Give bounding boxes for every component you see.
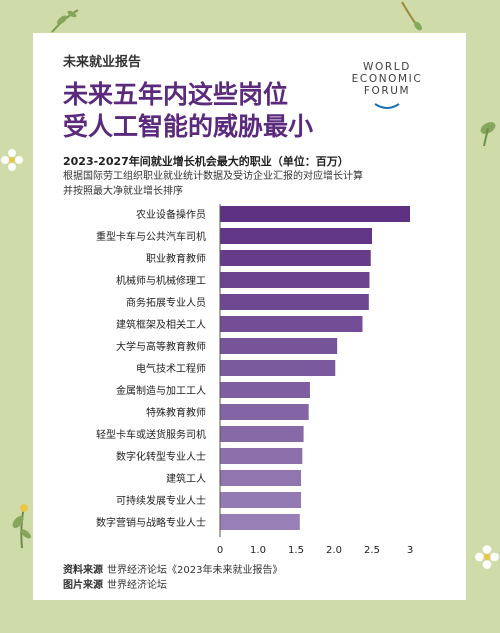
x-tick-label: 2.0 [326, 545, 342, 556]
bar [220, 338, 338, 354]
bar [220, 404, 309, 420]
chart-subtitle: 根据国际劳工组织职业就业统计数据及受访企业汇报的对应增长计算 并按照最大净就业增… [63, 169, 453, 199]
x-tick-label: 2.5 [364, 545, 380, 556]
bar [220, 514, 300, 530]
category-label: 数字化转型专业人士 [116, 450, 206, 463]
logo-arc-icon [374, 103, 400, 109]
leaf-sprig-icon [12, 504, 31, 549]
chart-subtitle-line-2: 并按照最大净就业增长排序 [63, 186, 183, 197]
category-label: 职业教育教师 [146, 252, 206, 265]
bar [220, 382, 310, 398]
category-label: 可持续发展专业人士 [116, 494, 206, 507]
category-label: 农业设备操作员 [136, 208, 206, 221]
image-source-text: 世界经济论坛 [107, 580, 167, 591]
series-name: 未来就业报告 [63, 55, 142, 70]
leaf-sprig-icon [480, 122, 496, 147]
category-label: 大学与高等教育教师 [116, 340, 206, 353]
category-label: 轻型卡车或送货服务司机 [96, 428, 206, 441]
bar [220, 206, 410, 222]
x-tick-label: 3 [407, 545, 413, 556]
category-label: 机械师与机械修理工 [116, 274, 206, 287]
category-label: 数字营销与战略专业人士 [96, 516, 206, 529]
chart-title: 2023-2027年间就业增长机会最大的职业（单位：百万） [63, 155, 349, 168]
image-source-label: 图片来源 [63, 580, 103, 591]
headline: 未来五年内这些岗位 受人工智能的威胁最小 [63, 79, 313, 143]
category-label: 金属制造与加工工人 [116, 384, 206, 397]
bar [220, 316, 363, 332]
bar-chart: 农业设备操作员重型卡车与公共汽车司机职业教育教师机械师与机械修理工商务拓展专业人… [96, 204, 413, 556]
data-source-label: 资料来源 [63, 565, 103, 576]
headline-line-1: 未来五年内这些岗位 [63, 80, 289, 109]
category-label: 建筑工人 [166, 472, 206, 485]
bar [220, 492, 302, 508]
x-tick-label: 1.5 [288, 545, 304, 556]
category-label: 电气技术工程师 [136, 362, 206, 375]
flower-icon [1, 149, 23, 171]
chart-subtitle-line-1: 根据国际劳工组织职业就业统计数据及受访企业汇报的对应增长计算 [63, 171, 363, 182]
bar [220, 294, 369, 310]
x-tick-label: 1.0 [250, 545, 266, 556]
bar [220, 360, 336, 376]
bar [220, 470, 302, 486]
category-label: 商务拓展专业人员 [126, 296, 206, 309]
leaf-sprig-icon [401, 1, 422, 31]
logo-line-2: ECONOMIC [351, 73, 423, 85]
category-label: 建筑框架及相关工人 [116, 318, 206, 331]
wef-logo: WORLD ECONOMIC FORUM [347, 61, 427, 111]
image-source: 图片来源 世界经济论坛 [63, 576, 167, 591]
data-source: 资料来源 世界经济论坛《2023年未来就业报告》 [63, 561, 282, 576]
bar [220, 250, 371, 266]
bar [220, 426, 304, 442]
category-label: 特殊教育教师 [146, 406, 206, 419]
logo-line-1: WORLD [363, 61, 411, 73]
leaf-sprig-icon [51, 9, 79, 33]
bar [220, 228, 372, 244]
data-source-text: 世界经济论坛《2023年未来就业报告》 [107, 565, 283, 576]
report-card: 未来就业报告 未来五年内这些岗位 受人工智能的威胁最小 WORLD ECONOM… [33, 33, 466, 600]
headline-line-2: 受人工智能的威胁最小 [63, 112, 314, 141]
category-label: 重型卡车与公共汽车司机 [96, 230, 206, 243]
bar [220, 448, 303, 464]
x-tick-label: 0 [217, 545, 223, 556]
flower-icon [475, 545, 499, 569]
bar [220, 272, 370, 288]
logo-line-3: FORUM [363, 85, 411, 97]
